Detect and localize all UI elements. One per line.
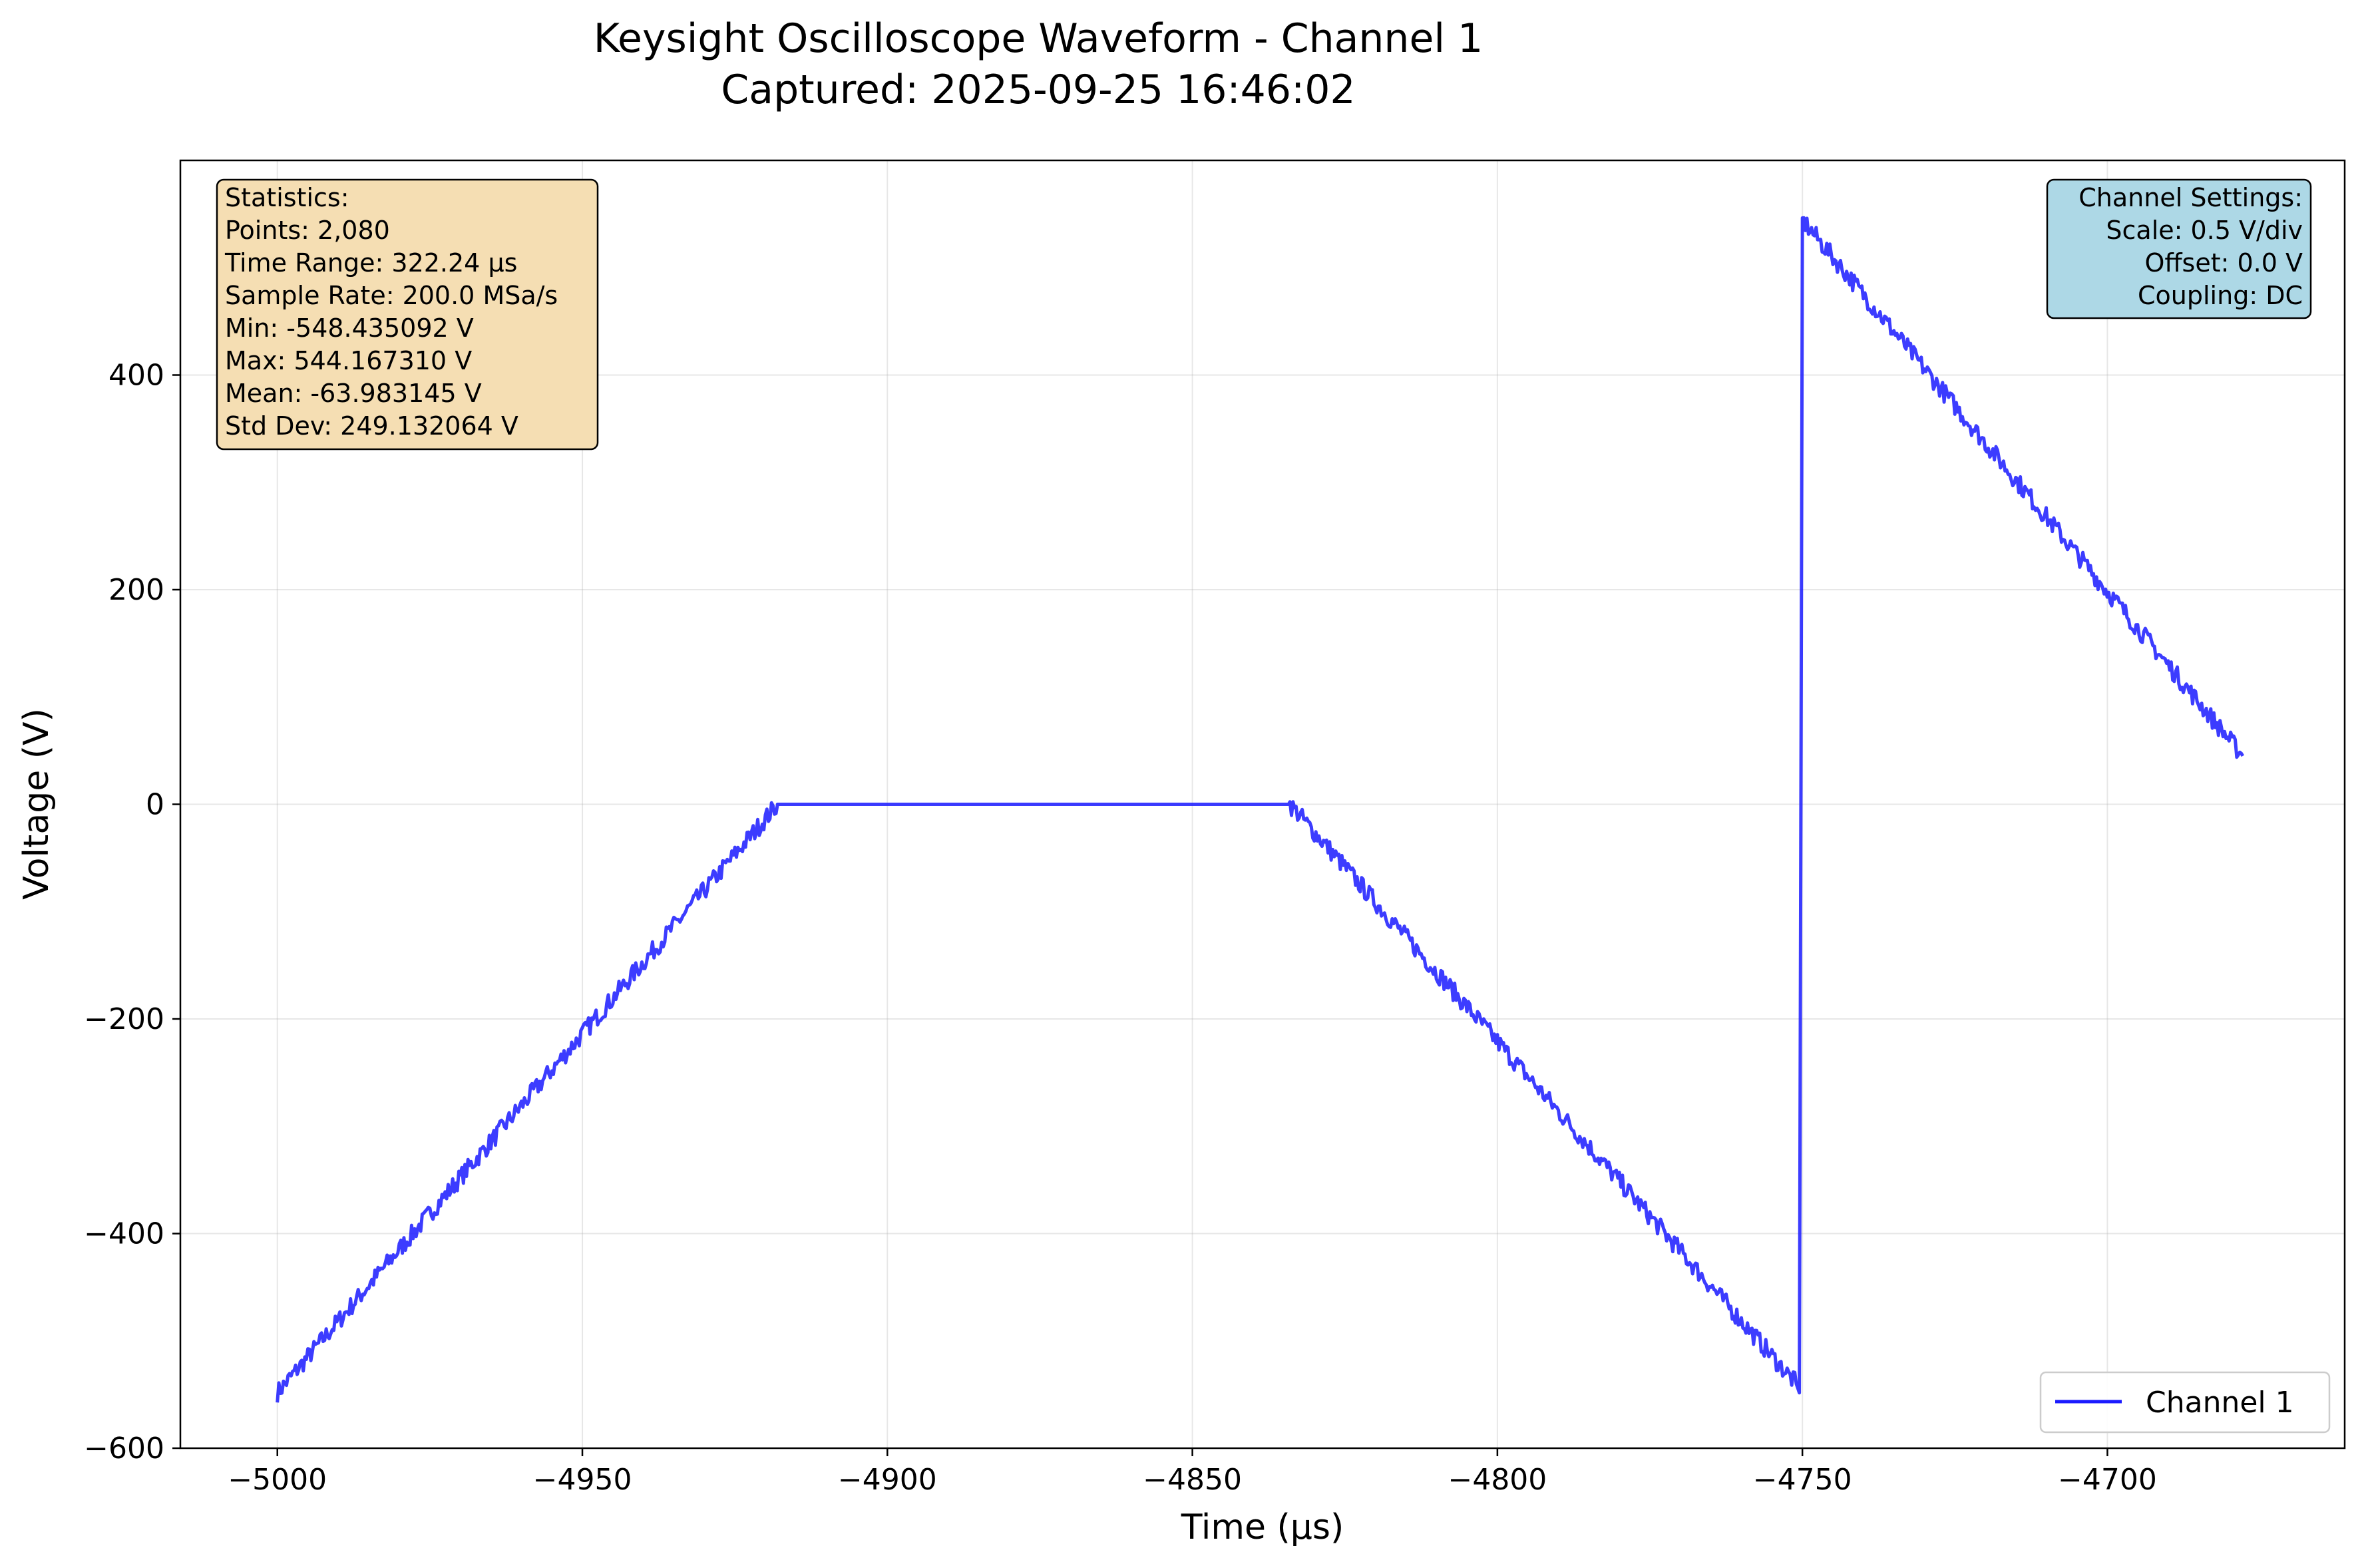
channel-settings-line: Channel Settings:: [2078, 183, 2303, 212]
statistics-line: Time Range: 322.24 µs: [224, 248, 517, 278]
x-tick-label: −4950: [533, 1463, 632, 1497]
axis-ticks: −5000 −4950 −4900 −4850 −4800 −4750 −4700 −600 −…: [84, 359, 2157, 1497]
legend-frame: [2039, 1371, 2331, 1434]
statistics-line: Points: 2,080: [225, 216, 390, 245]
statistics-box: Statistics: Points: 2,080 Time Range: 322.…: [216, 178, 599, 451]
plot-area: [276, 216, 2245, 1403]
x-tick-label: −4900: [838, 1463, 937, 1497]
x-axis-label: Time (µs): [1181, 1507, 1344, 1547]
channel-settings-box: Channel Settings: Scale: 0.5 V/div Offset:…: [2046, 178, 2312, 319]
y-tick-label: 400: [108, 359, 164, 393]
statistics-box-background: [216, 178, 599, 451]
y-tick-label: −600: [84, 1432, 164, 1466]
legend-label-channel-1: Channel 1: [2146, 1386, 2294, 1420]
channel-settings-line: Coupling: DC: [2138, 281, 2303, 310]
statistics-line: Sample Rate: 200.0 MSa/s: [225, 281, 558, 310]
channel-settings-box-background: [2046, 178, 2312, 319]
channel-settings-line: Scale: 0.5 V/div: [2106, 216, 2303, 245]
y-tick-label: 0: [146, 788, 164, 822]
x-tick-label: −4700: [2058, 1463, 2157, 1497]
x-tick-label: −4800: [1448, 1463, 1547, 1497]
statistics-line: Mean: -63.983145 V: [225, 379, 482, 408]
x-tick-label: −4750: [1753, 1463, 1852, 1497]
x-tick-label: −4850: [1143, 1463, 1242, 1497]
y-tick-label: −400: [84, 1217, 164, 1251]
statistics-line: Std Dev: 249.132064 V: [225, 411, 518, 441]
channel-settings-line: Offset: 0.0 V: [2144, 248, 2303, 278]
legend: Channel 1: [2039, 1371, 2331, 1434]
chart-title-line-1: Keysight Oscilloscope Waveform - Channel…: [594, 15, 1483, 62]
statistics-line: Max: 544.167310 V: [225, 346, 472, 375]
statistics-line: Statistics:: [225, 183, 349, 212]
y-tick-label: −200: [84, 1002, 164, 1036]
y-tick-label: 200: [108, 573, 164, 607]
series-line-channel-1: [276, 216, 2245, 1403]
x-tick-label: −5000: [228, 1463, 327, 1497]
y-axis-label: Voltage (V): [17, 708, 57, 900]
statistics-line: Min: -548.435092 V: [225, 313, 474, 343]
chart-title-line-2: Captured: 2025-09-25 16:46:02: [721, 67, 1355, 113]
